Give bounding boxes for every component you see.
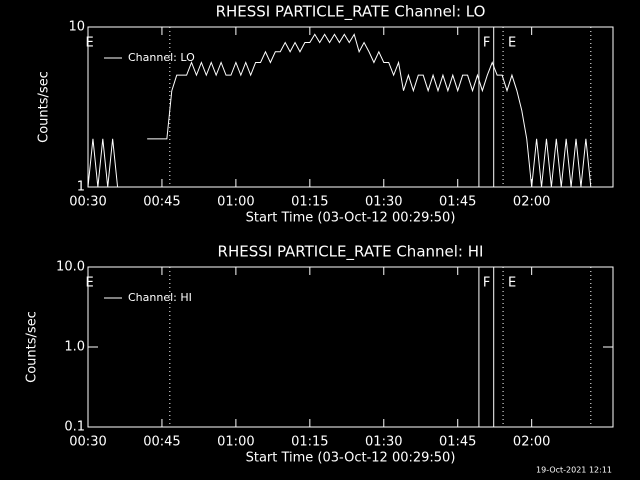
- x-tick-label: 00:45: [143, 435, 180, 450]
- event-label: E: [508, 276, 516, 291]
- y-tick-label: 10: [68, 20, 85, 35]
- x-tick-label: 01:15: [291, 195, 328, 210]
- event-label: F: [483, 276, 490, 291]
- y-tick-label: 10.0: [56, 260, 85, 275]
- event-label: E: [86, 36, 94, 51]
- event-label: F: [483, 36, 490, 51]
- x-tick-label: 00:45: [143, 195, 180, 210]
- x-tick-label: 01:30: [365, 195, 402, 210]
- chart-title: RHESSI PARTICLE_RATE Channel: HI: [218, 243, 484, 262]
- x-tick-label: 01:00: [217, 195, 254, 210]
- plot-frame: [87, 26, 614, 188]
- x-axis-label: Start Time (03-Oct-12 00:29:50): [246, 451, 456, 466]
- event-label: E: [508, 36, 516, 51]
- x-tick-label: 01:00: [217, 435, 254, 450]
- x-tick-label: 02:00: [513, 195, 550, 210]
- event-label: E: [86, 276, 94, 291]
- chart-title: RHESSI PARTICLE_RATE Channel: LO: [216, 3, 486, 22]
- y-tick-label: 1.0: [64, 340, 85, 355]
- y-axis-label: Counts/sec: [37, 71, 52, 143]
- legend-label: Channel: LO: [128, 51, 195, 64]
- y-tick-label: 0.1: [64, 420, 85, 435]
- x-tick-label: 02:00: [513, 435, 550, 450]
- x-tick-label: 00:30: [69, 195, 106, 210]
- timestamp: 19-Oct-2021 12:11: [536, 466, 612, 475]
- y-tick-label: 1: [77, 180, 85, 195]
- x-tick-label: 01:45: [439, 435, 476, 450]
- y-axis-label: Counts/sec: [25, 311, 40, 383]
- data-line: [147, 33, 592, 188]
- x-tick-label: 01:30: [365, 435, 402, 450]
- x-tick-label: 01:45: [439, 195, 476, 210]
- x-tick-label: 01:15: [291, 435, 328, 450]
- legend-label: Channel: HI: [128, 291, 192, 304]
- x-tick-label: 00:30: [69, 435, 106, 450]
- data-line: [87, 138, 119, 188]
- x-axis-label: Start Time (03-Oct-12 00:29:50): [246, 211, 456, 226]
